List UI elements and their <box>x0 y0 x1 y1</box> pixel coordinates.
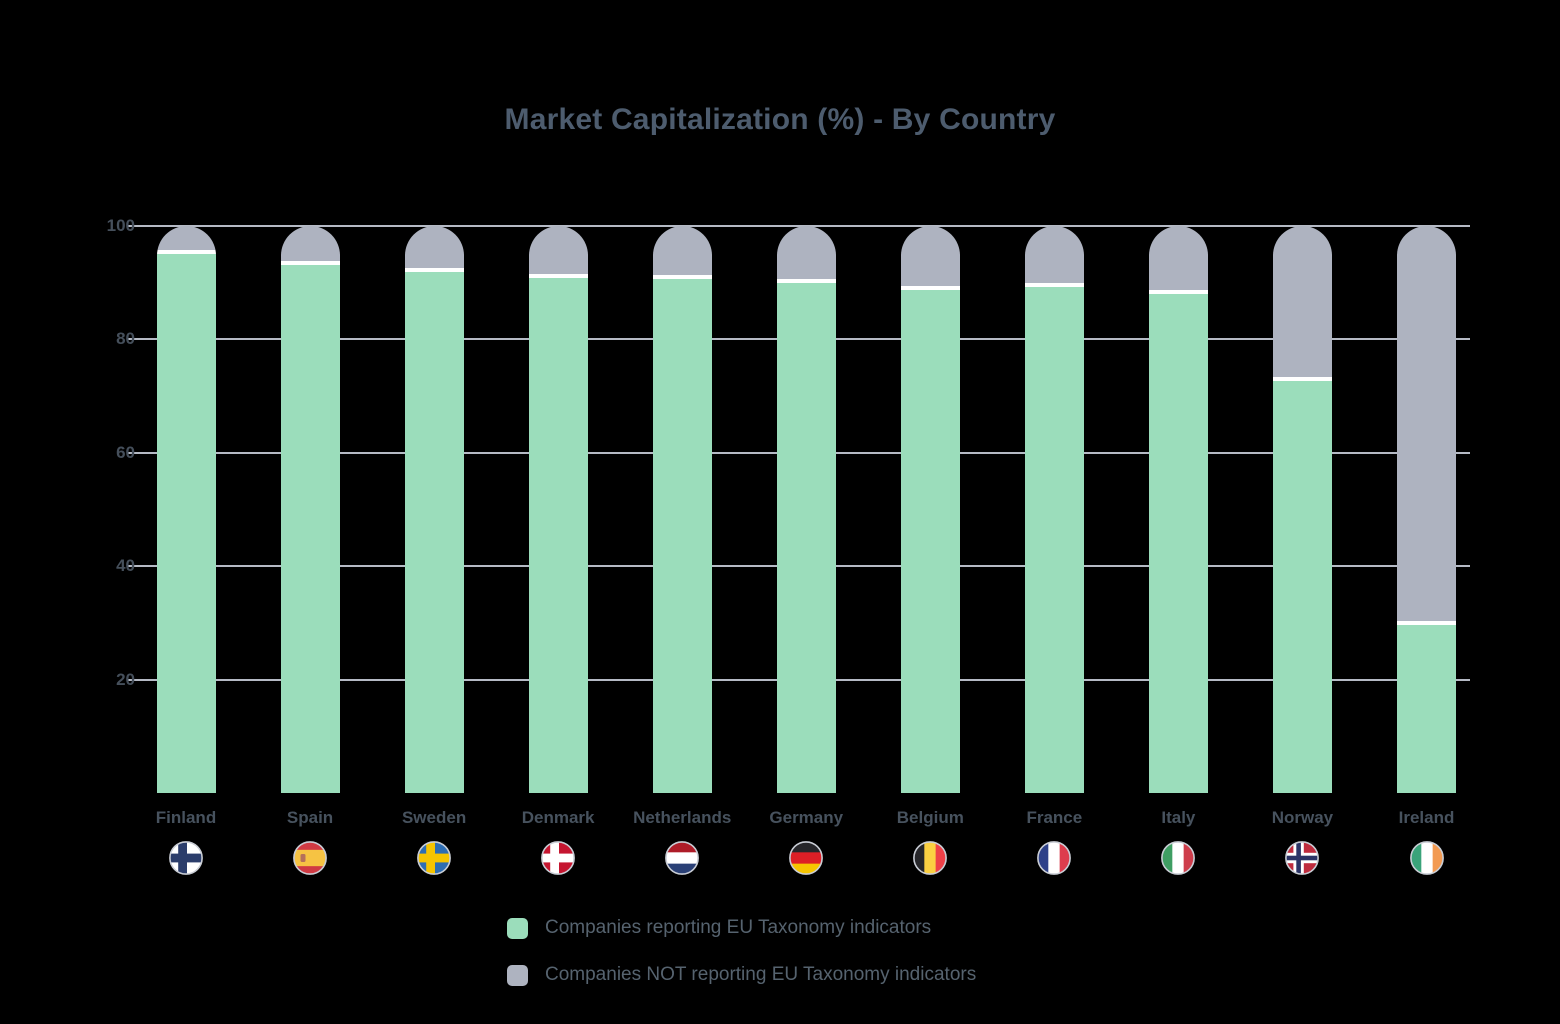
x-label-france: France <box>1026 808 1083 827</box>
bar-denmark-reporting-segment <box>528 278 588 793</box>
bar-ireland-not-reporting-segment <box>1397 226 1456 622</box>
norway-flag-icon <box>1285 841 1320 875</box>
bar-norway-reporting-segment <box>1272 380 1332 793</box>
bar-denmark-not-reporting-segment <box>528 226 588 275</box>
x-label-sweden: Sweden <box>401 808 467 827</box>
y-tick-label-80: 80 <box>116 329 135 349</box>
legend-item-reporting: Companies reporting EU Taxonomy indicato… <box>507 917 976 939</box>
bar-ireland-reporting-segment <box>1397 625 1456 793</box>
bar-finland <box>156 226 216 793</box>
bar-italy-reporting-segment <box>1148 294 1208 793</box>
bar-france-not-reporting-segment <box>1024 226 1084 283</box>
bar-ireland <box>1397 226 1456 793</box>
x-label-belgium: Belgium <box>896 808 964 827</box>
bar-denmark <box>528 226 588 793</box>
x-label-denmark: Denmark <box>521 808 595 827</box>
y-tick-label-20: 20 <box>116 669 135 689</box>
x-label-italy: Italy <box>1161 808 1196 827</box>
bar-belgium-not-reporting-segment <box>900 226 960 286</box>
denmark-flag-icon <box>541 841 576 875</box>
x-label-finland: Finland <box>155 808 217 827</box>
bar-sweden-separator <box>404 268 464 273</box>
bar-sweden <box>404 226 464 793</box>
bar-spain-not-reporting-segment <box>280 226 340 262</box>
legend-item-not-reporting: Companies NOT reporting EU Taxonomy indi… <box>507 964 976 986</box>
bar-belgium <box>900 226 960 793</box>
legend-label-not-reporting: Companies NOT reporting EU Taxonomy indi… <box>545 964 977 985</box>
belgium-flag-icon <box>913 841 948 875</box>
bar-germany-not-reporting-segment <box>776 226 836 280</box>
bar-france-reporting-segment <box>1024 286 1084 793</box>
bar-sweden-not-reporting-segment <box>404 226 464 269</box>
bar-ireland-separator <box>1397 621 1456 626</box>
bar-sweden-reporting-segment <box>404 272 464 793</box>
bar-belgium-separator <box>900 285 960 290</box>
bar-spain-separator <box>280 261 340 266</box>
legend-swatch-not-reporting <box>507 964 528 986</box>
y-tick-label-60: 60 <box>116 442 135 462</box>
y-tick-label-40: 40 <box>116 556 135 576</box>
finland-flag-icon <box>169 841 203 875</box>
x-label-germany: Germany <box>769 808 844 827</box>
legend: Companies reporting EU Taxonomy indicato… <box>507 917 976 1011</box>
bar-netherlands-separator <box>652 274 712 279</box>
bar-finland-separator <box>156 250 216 255</box>
netherlands-flag-icon <box>665 841 700 875</box>
bar-france <box>1024 226 1084 793</box>
bar-finland-not-reporting-segment <box>156 226 216 251</box>
sweden-flag-icon <box>417 841 451 875</box>
bar-denmark-separator <box>528 274 588 279</box>
bar-spain <box>280 226 340 793</box>
bar-finland-reporting-segment <box>156 254 216 793</box>
bar-italy-separator <box>1148 290 1208 295</box>
bar-norway-not-reporting-segment <box>1272 226 1332 377</box>
chart-title: Market Capitalization (%) - By Country <box>504 103 1056 136</box>
x-label-ireland: Ireland <box>1398 808 1455 827</box>
bar-norway-separator <box>1272 376 1332 381</box>
bar-germany <box>776 226 836 793</box>
legend-label-reporting: Companies reporting EU Taxonomy indicato… <box>545 917 932 938</box>
bar-germany-reporting-segment <box>776 283 836 793</box>
x-label-norway: Norway <box>1271 808 1334 827</box>
bar-netherlands-not-reporting-segment <box>652 226 712 275</box>
bar-italy-not-reporting-segment <box>1148 226 1208 291</box>
bar-france-separator <box>1024 282 1084 287</box>
legend-swatch-reporting <box>507 917 528 939</box>
bar-netherlands <box>652 226 712 793</box>
spain-flag-icon <box>293 841 327 875</box>
bar-belgium-reporting-segment <box>900 289 960 793</box>
bar-spain-reporting-segment <box>280 265 340 793</box>
bar-italy <box>1148 226 1208 793</box>
germany-flag-icon <box>789 841 824 875</box>
x-label-netherlands: Netherlands <box>633 808 732 827</box>
bar-germany-separator <box>776 279 836 284</box>
bar-netherlands-reporting-segment <box>652 278 712 793</box>
x-label-spain: Spain <box>286 808 334 827</box>
ireland-flag-icon <box>1409 841 1444 875</box>
france-flag-icon <box>1037 841 1072 875</box>
bar-norway <box>1272 226 1332 793</box>
y-tick-label-100: 100 <box>106 216 135 235</box>
italy-flag-icon <box>1161 841 1196 875</box>
